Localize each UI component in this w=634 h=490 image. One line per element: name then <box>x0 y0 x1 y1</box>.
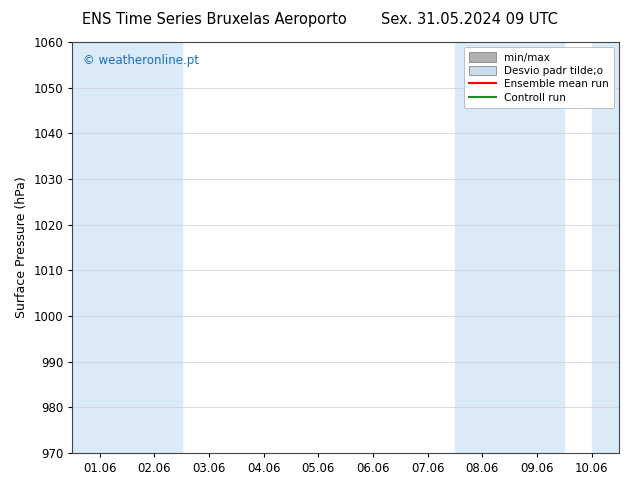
Bar <box>592 42 634 453</box>
Bar <box>455 42 564 453</box>
Text: Sex. 31.05.2024 09 UTC: Sex. 31.05.2024 09 UTC <box>381 12 558 27</box>
Y-axis label: Surface Pressure (hPa): Surface Pressure (hPa) <box>15 176 28 318</box>
Bar <box>72 42 182 453</box>
Text: ENS Time Series Bruxelas Aeroporto: ENS Time Series Bruxelas Aeroporto <box>82 12 347 27</box>
Text: © weatheronline.pt: © weatheronline.pt <box>83 54 199 68</box>
Legend: min/max, Desvio padr tilde;o, Ensemble mean run, Controll run: min/max, Desvio padr tilde;o, Ensemble m… <box>464 47 614 108</box>
